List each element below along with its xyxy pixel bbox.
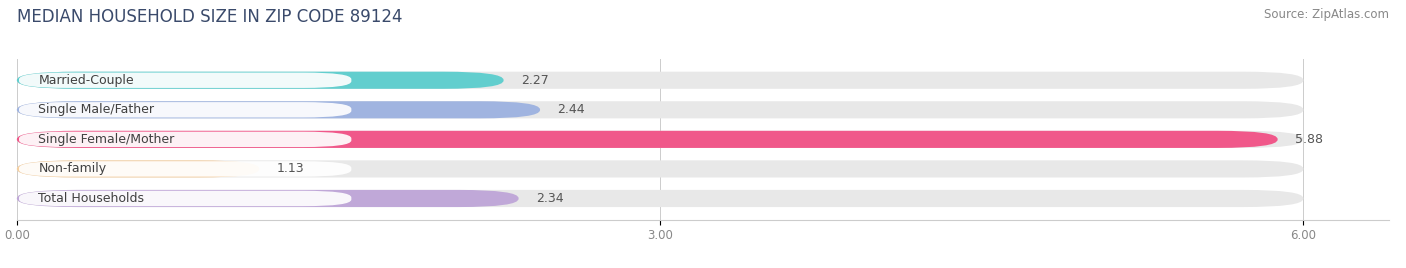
FancyBboxPatch shape bbox=[17, 101, 1303, 118]
FancyBboxPatch shape bbox=[17, 101, 540, 118]
FancyBboxPatch shape bbox=[20, 191, 352, 206]
FancyBboxPatch shape bbox=[20, 132, 352, 147]
FancyBboxPatch shape bbox=[17, 160, 1303, 177]
Text: Source: ZipAtlas.com: Source: ZipAtlas.com bbox=[1264, 8, 1389, 21]
Text: 2.34: 2.34 bbox=[536, 192, 564, 205]
FancyBboxPatch shape bbox=[17, 160, 259, 177]
FancyBboxPatch shape bbox=[17, 72, 503, 89]
FancyBboxPatch shape bbox=[17, 131, 1278, 148]
FancyBboxPatch shape bbox=[17, 131, 1303, 148]
FancyBboxPatch shape bbox=[17, 72, 1303, 89]
Text: Married-Couple: Married-Couple bbox=[38, 74, 134, 87]
FancyBboxPatch shape bbox=[20, 73, 352, 88]
Text: 2.44: 2.44 bbox=[557, 103, 585, 116]
Text: MEDIAN HOUSEHOLD SIZE IN ZIP CODE 89124: MEDIAN HOUSEHOLD SIZE IN ZIP CODE 89124 bbox=[17, 8, 402, 26]
Text: 2.27: 2.27 bbox=[520, 74, 548, 87]
Text: 5.88: 5.88 bbox=[1295, 133, 1323, 146]
Text: Single Male/Father: Single Male/Father bbox=[38, 103, 155, 116]
FancyBboxPatch shape bbox=[20, 161, 352, 177]
FancyBboxPatch shape bbox=[17, 190, 1303, 207]
Text: Single Female/Mother: Single Female/Mother bbox=[38, 133, 174, 146]
FancyBboxPatch shape bbox=[17, 190, 519, 207]
Text: 1.13: 1.13 bbox=[277, 162, 304, 176]
Text: Total Households: Total Households bbox=[38, 192, 145, 205]
Text: Non-family: Non-family bbox=[38, 162, 107, 176]
FancyBboxPatch shape bbox=[20, 102, 352, 117]
